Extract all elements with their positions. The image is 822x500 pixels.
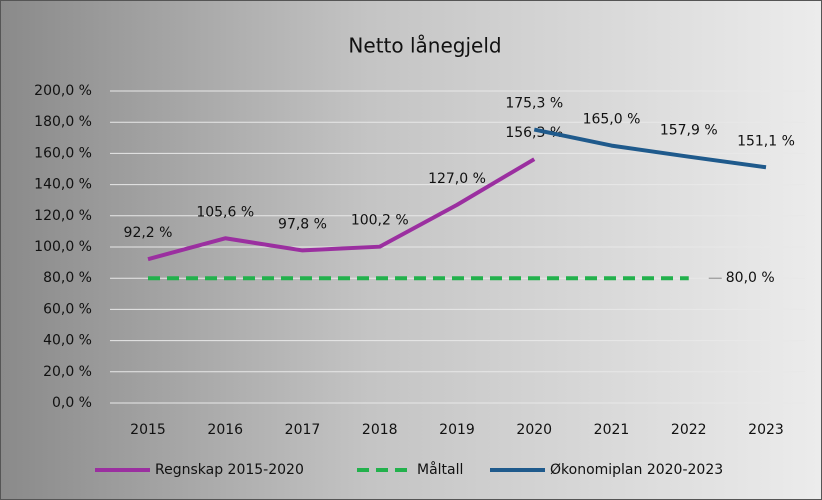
y-tick-label: 0,0 % — [52, 395, 92, 411]
x-tick-label: 2020 — [516, 422, 552, 438]
y-tick-label: 80,0 % — [43, 270, 92, 286]
y-tick-label: 40,0 % — [43, 333, 92, 349]
legend-label: Regnskap 2015-2020 — [155, 462, 304, 478]
x-tick-label: 2015 — [130, 422, 166, 438]
data-label: 151,1 % — [737, 133, 795, 149]
x-tick-label: 2022 — [671, 422, 707, 438]
y-tick-label: 200,0 % — [34, 83, 92, 99]
x-tick-label: 2021 — [594, 422, 630, 438]
x-tick-label: 2018 — [362, 422, 398, 438]
y-tick-label: 180,0 % — [34, 114, 92, 130]
data-label: 97,8 % — [278, 216, 327, 232]
y-tick-label: 20,0 % — [43, 364, 92, 380]
data-label: 156,3 % — [505, 125, 563, 141]
series-line — [533, 127, 767, 170]
x-tick-label: 2019 — [439, 422, 475, 438]
y-tick-label: 140,0 % — [34, 177, 92, 193]
series-line — [147, 157, 536, 262]
data-label: 157,9 % — [660, 123, 718, 139]
legend-label: Økonomiplan 2020-2023 — [550, 462, 723, 478]
y-tick-label: 120,0 % — [34, 208, 92, 224]
y-tick-label: 160,0 % — [34, 145, 92, 161]
x-tick-label: 2023 — [748, 422, 784, 438]
legend-label: Måltall — [417, 461, 463, 478]
data-label: 100,2 % — [351, 213, 409, 229]
data-label: 105,6 % — [196, 204, 254, 220]
x-tick-label: 2016 — [207, 422, 243, 438]
data-label: 80,0 % — [726, 270, 775, 286]
y-tick-label: 60,0 % — [43, 301, 92, 317]
data-label: 175,3 % — [505, 96, 563, 112]
data-label: 127,0 % — [428, 171, 486, 187]
y-tick-label: 100,0 % — [34, 239, 92, 255]
chart-title: Netto lånegjeld — [348, 34, 501, 58]
data-label: 165,0 % — [583, 112, 641, 128]
x-tick-label: 2017 — [285, 422, 321, 438]
data-label: 92,2 % — [124, 225, 173, 241]
